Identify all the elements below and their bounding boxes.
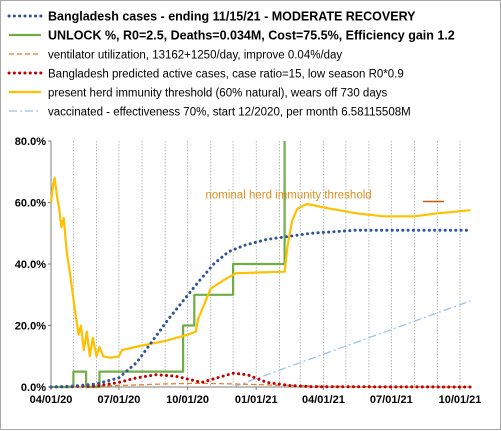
series-line-0 xyxy=(49,228,472,389)
x-tick-label-2: 10/01/20 xyxy=(166,394,209,406)
axes xyxy=(48,140,461,390)
series-line-2 xyxy=(50,382,471,388)
y-tick-label-4: 80.0% xyxy=(15,136,46,148)
y-tick-label-0: 0.0% xyxy=(21,382,46,394)
series-line-3 xyxy=(49,371,472,389)
series-line-4 xyxy=(49,176,471,359)
legend-label-4: present herd immunity threshold (60% nat… xyxy=(48,88,387,100)
legend-label-3: Bangladesh predicted active cases, case … xyxy=(48,69,404,81)
y-tick-label-1: 20.0% xyxy=(15,321,46,333)
x-tick-label-5: 07/01/21 xyxy=(370,394,413,406)
series-lines xyxy=(49,141,472,389)
legend-label-2: ventilator utilization, 13162+1250/day, … xyxy=(48,50,342,62)
y-tick-label-2: 40.0% xyxy=(15,259,46,271)
legend-label-1: UNLOCK %, R0=2.5, Deaths=0.034M, Cost=75… xyxy=(48,29,455,43)
x-tick-label-6: 10/01/21 xyxy=(439,394,482,406)
legend-label-5: vaccinated - effectiveness 70%, start 12… xyxy=(48,107,411,119)
x-tick-label-0: 04/01/20 xyxy=(30,394,73,406)
y-tick-label-3: 60.0% xyxy=(15,198,46,210)
series-line-5 xyxy=(232,300,471,388)
x-tick-label-3: 01/01/21 xyxy=(235,394,278,406)
annotation-0: nominal herd immunity threshold xyxy=(205,190,371,202)
x-tick-label-4: 04/01/21 xyxy=(302,394,345,406)
series-line-1 xyxy=(51,141,286,389)
legend-label-0: Bangladesh cases - ending 11/15/21 - MOD… xyxy=(48,10,416,24)
tick-labels: 0.0% 20.0% 40.0% 60.0% 80.0% 04/01/20 07/01/20… xyxy=(15,136,482,406)
x-tick-label-1: 07/01/20 xyxy=(98,394,141,406)
legend: Bangladesh cases - ending 11/15/21 - MOD… xyxy=(7,10,455,119)
